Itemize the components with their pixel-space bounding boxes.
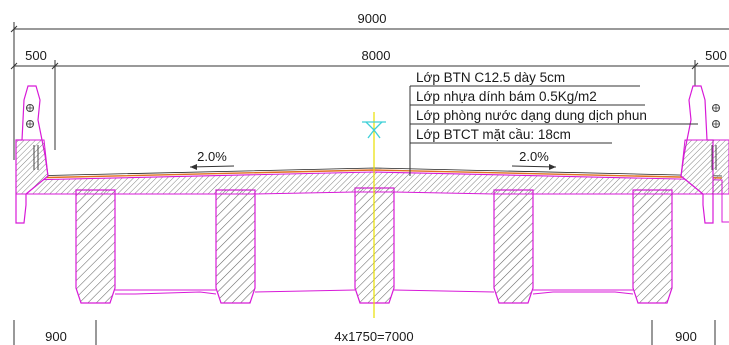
total-width-label: 9000 bbox=[358, 11, 387, 26]
girder-2 bbox=[215, 189, 256, 304]
layer-callout-leader bbox=[409, 85, 698, 176]
slope-right-label: 2.0% bbox=[519, 149, 549, 164]
girder-spacing-label: 4x1750=7000 bbox=[334, 329, 413, 344]
layer-callout-text: Lớp BTN C12.5 dày 5cm Lớp nhựa dính bám … bbox=[416, 70, 647, 142]
slope-left-label: 2.0% bbox=[197, 149, 227, 164]
girder-4 bbox=[493, 189, 534, 304]
girders bbox=[75, 187, 673, 304]
layer-deck-slab-label: Lớp BTCT mặt cầu: 18cm bbox=[416, 127, 571, 142]
dimension-bottom bbox=[13, 320, 716, 345]
right-overhang-label: 900 bbox=[675, 329, 697, 344]
slope-left: 2.0% bbox=[189, 149, 235, 170]
girder-5 bbox=[632, 189, 673, 304]
layer-tack-coat-label: Lớp nhựa dính bám 0.5Kg/m2 bbox=[416, 89, 597, 104]
right-curb-width-label: 500 bbox=[705, 48, 727, 63]
roadway-width-label: 8000 bbox=[362, 48, 391, 63]
layer-waterproof-label: Lớp phòng nước dạng dung dịch phun bbox=[416, 108, 647, 123]
centerline-symbol-icon bbox=[362, 121, 386, 139]
dimension-total-width bbox=[10, 22, 729, 160]
left-curb-width-label: 500 bbox=[25, 48, 47, 63]
slope-right: 2.0% bbox=[511, 149, 557, 170]
layer-asphalt-label: Lớp BTN C12.5 dày 5cm bbox=[416, 70, 565, 85]
right-barrier bbox=[680, 85, 729, 224]
girder-1 bbox=[75, 189, 116, 304]
left-overhang-label: 900 bbox=[45, 329, 67, 344]
left-barrier bbox=[15, 85, 49, 224]
diaphragm-lines bbox=[115, 289, 634, 295]
